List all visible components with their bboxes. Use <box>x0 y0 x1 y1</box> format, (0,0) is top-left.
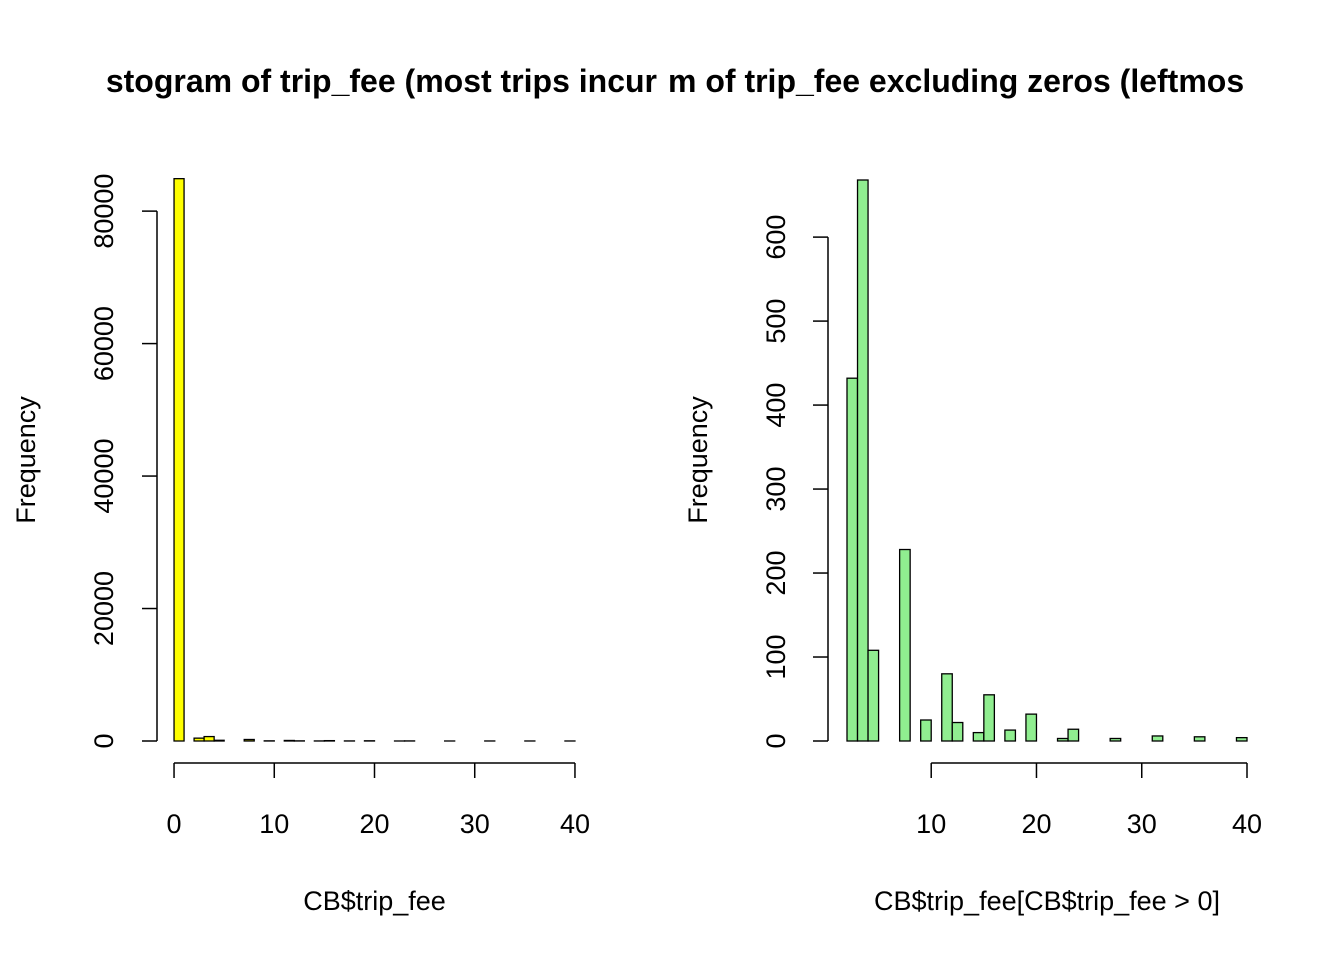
bar <box>972 731 985 742</box>
x-axis-title: CB$trip_fee <box>303 886 446 916</box>
bar <box>193 737 205 742</box>
bar <box>283 739 295 742</box>
y-tick-label: 60000 <box>89 306 119 381</box>
bar <box>920 719 932 742</box>
y-tick-label: 0 <box>761 733 791 748</box>
bar <box>1025 713 1038 742</box>
y-tick-label: 20000 <box>89 571 119 646</box>
bar <box>1004 729 1017 742</box>
bar <box>867 649 880 742</box>
y-axis-title: Frequency <box>683 396 713 524</box>
bar <box>1067 728 1080 742</box>
bar <box>846 377 859 742</box>
bar <box>983 694 996 742</box>
x-tick-label: 40 <box>1232 809 1262 839</box>
bar <box>1109 737 1122 742</box>
x-tick-label: 20 <box>1021 809 1051 839</box>
bar <box>1193 736 1206 742</box>
y-tick-label: 600 <box>761 215 791 260</box>
bar <box>1235 736 1248 742</box>
bar <box>203 735 215 742</box>
x-tick-label: 20 <box>359 809 389 839</box>
y-tick-label: 40000 <box>89 439 119 514</box>
y-tick-label: 500 <box>761 299 791 344</box>
x-tick-label: 40 <box>560 809 590 839</box>
x-tick-label: 30 <box>460 809 490 839</box>
x-axis-title: CB$trip_fee[CB$trip_fee > 0] <box>874 886 1220 916</box>
y-tick-label: 80000 <box>89 174 119 249</box>
y-tick-label: 200 <box>761 551 791 596</box>
bar <box>1056 737 1069 742</box>
x-tick-label: 30 <box>1127 809 1157 839</box>
chart-title: stogram of trip_fee (most trips incur <box>106 63 657 99</box>
y-tick-label: 100 <box>761 634 791 679</box>
y-tick-label: 400 <box>761 383 791 428</box>
bar <box>951 721 964 742</box>
bar <box>173 178 185 742</box>
x-tick-label: 10 <box>259 809 289 839</box>
bar <box>898 548 911 742</box>
bar <box>1151 735 1164 742</box>
bar <box>213 739 225 742</box>
x-tick-label: 10 <box>916 809 946 839</box>
chart-title: m of trip_fee excluding zeros (leftmos <box>668 63 1244 99</box>
y-tick-label: 300 <box>761 467 791 512</box>
y-tick-label: 0 <box>89 733 119 748</box>
x-tick-label: 0 <box>167 809 182 839</box>
bar <box>243 738 255 742</box>
y-axis-title: Frequency <box>11 396 41 524</box>
bar <box>941 673 953 742</box>
bar <box>856 179 869 742</box>
